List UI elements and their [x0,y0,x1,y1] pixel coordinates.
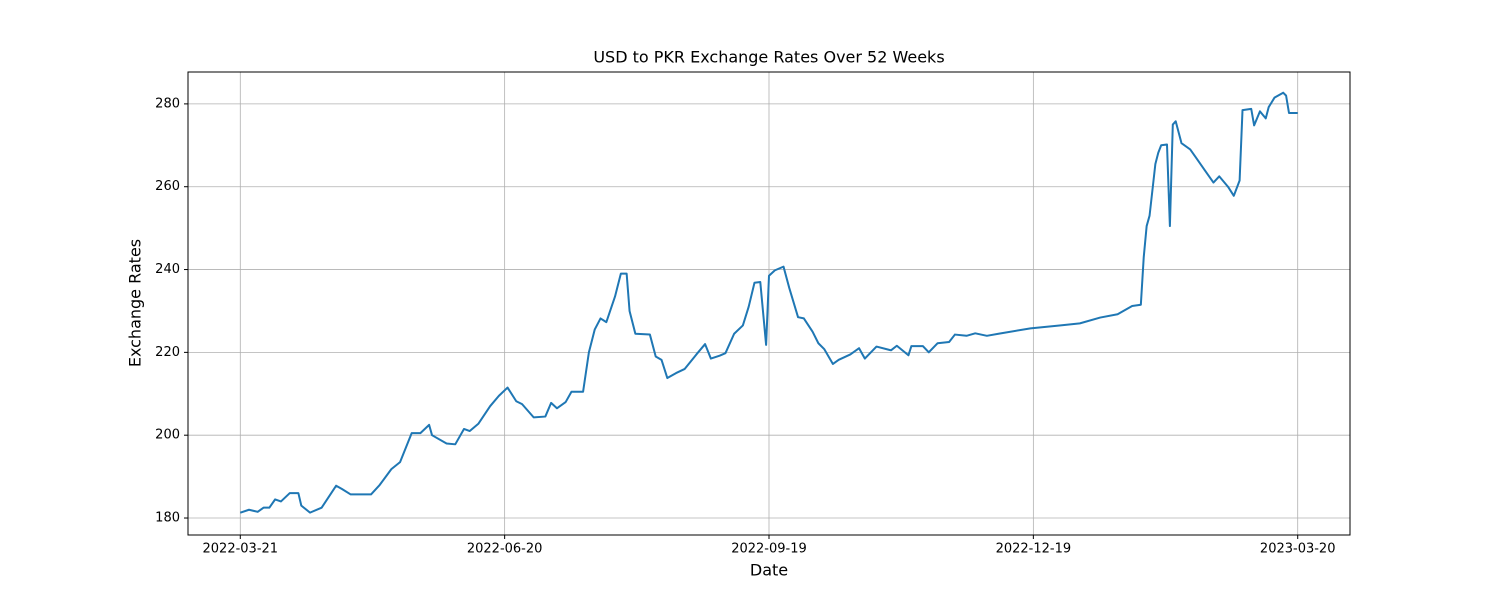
chart-title: USD to PKR Exchange Rates Over 52 Weeks [593,48,944,67]
y-tick-label: 180 [155,511,180,526]
y-axis-label: Exchange Rates [126,239,145,367]
y-tick-label: 260 [155,179,180,194]
plot-frame [187,71,1351,536]
x-tick-label: 2022-03-21 [203,542,279,557]
y-tick-label: 240 [155,262,180,277]
data-line [239,91,1298,514]
x-tick-label: 2023-03-20 [1260,542,1336,557]
y-tick-label: 200 [155,428,180,443]
y-tick-label: 280 [155,96,180,111]
x-tick-label: 2022-06-20 [467,542,543,557]
x-tick-label: 2022-12-19 [996,542,1072,557]
y-tick-label: 220 [155,345,180,360]
x-axis-label: Date [750,561,788,580]
x-tick-label: 2022-09-19 [731,542,807,557]
